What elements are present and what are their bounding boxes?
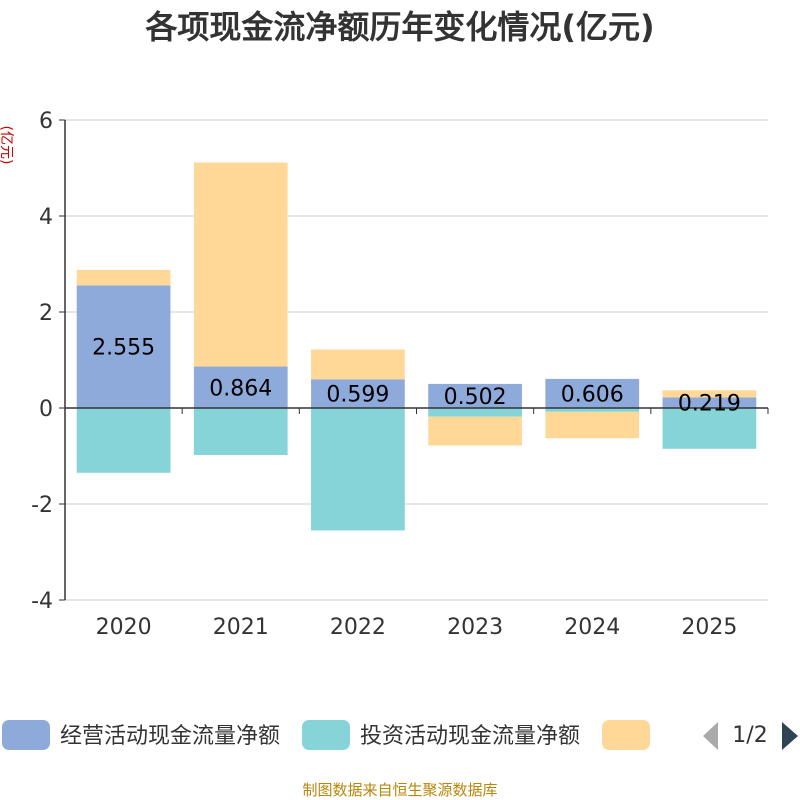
chart-title: 各项现金流净额历年变化情况(亿元) (145, 8, 654, 46)
data-label-2020: 2.555 (92, 336, 155, 361)
bar-series1-2024 (545, 378, 640, 408)
bar-series3-2025 (662, 390, 757, 398)
bar-series1-2023 (428, 383, 522, 408)
bar-series2-2023 (428, 408, 522, 417)
legend-swatch-1[interactable] (2, 720, 50, 750)
legend-prev-icon[interactable] (703, 722, 718, 750)
y-tick-label: 6 (39, 109, 53, 134)
data-label-2023: 0.502 (444, 385, 507, 410)
bar-series3-2022 (311, 349, 405, 380)
axes: -4 -2 0 2 4 6 2020 2021 2022 2023 2024 2025 (31, 109, 769, 640)
bar-series2-2020 (76, 408, 171, 473)
bar-series3-2024 (545, 411, 640, 439)
y-tick-label: -4 (31, 589, 53, 614)
bar-series2-2022 (311, 408, 405, 531)
bar-series2-2021 (193, 408, 288, 456)
data-label-2025: 0.219 (678, 392, 741, 417)
y-tick-label: 4 (39, 205, 53, 230)
bar-series1-2020 (76, 285, 171, 408)
legend-swatch-2[interactable] (302, 720, 351, 750)
legend-label-1[interactable]: 经营活动现金流量净额 (60, 724, 280, 749)
bar-series3-2021 (193, 162, 288, 367)
y-axis-label: (亿元) (0, 126, 14, 165)
x-tick-label-2024: 2024 (564, 615, 620, 640)
legend: 经营活动现金流量净额 投资活动现金流量净额 1/2 (2, 720, 798, 750)
y-tick-label: 0 (39, 397, 53, 422)
legend-label-2[interactable]: 投资活动现金流量净额 (360, 724, 580, 749)
bar-series1-2025 (662, 397, 757, 408)
legend-swatch-3[interactable] (602, 720, 651, 750)
x-tick-label-2021: 2021 (213, 615, 269, 640)
bar-series1-2021 (193, 366, 288, 408)
legend-page-indicator: 1/2 (732, 723, 767, 748)
bars (76, 162, 757, 531)
data-label-2021: 0.864 (209, 376, 272, 401)
x-tick-label-2023: 2023 (447, 615, 503, 640)
x-tick-label-2020: 2020 (96, 615, 152, 640)
bar-series3-2020 (76, 270, 171, 286)
data-labels: 2.555 0.864 0.599 0.502 0.606 0.219 (92, 336, 741, 417)
x-tick-label-2025: 2025 (681, 615, 737, 640)
bar-series2-2024 (545, 408, 640, 412)
bar-series2-2025 (662, 408, 757, 449)
data-label-2024: 0.606 (561, 382, 624, 407)
y-tick-label: -2 (31, 493, 53, 518)
bar-series1-2022 (311, 379, 405, 408)
source-note: 制图数据来自恒生聚源数据库 (302, 781, 497, 799)
x-tick-label-2022: 2022 (330, 615, 386, 640)
data-label-2022: 0.599 (326, 383, 389, 408)
legend-next-icon[interactable] (782, 722, 798, 750)
bar-series3-2023 (428, 416, 522, 446)
y-tick-label: 2 (39, 301, 53, 326)
